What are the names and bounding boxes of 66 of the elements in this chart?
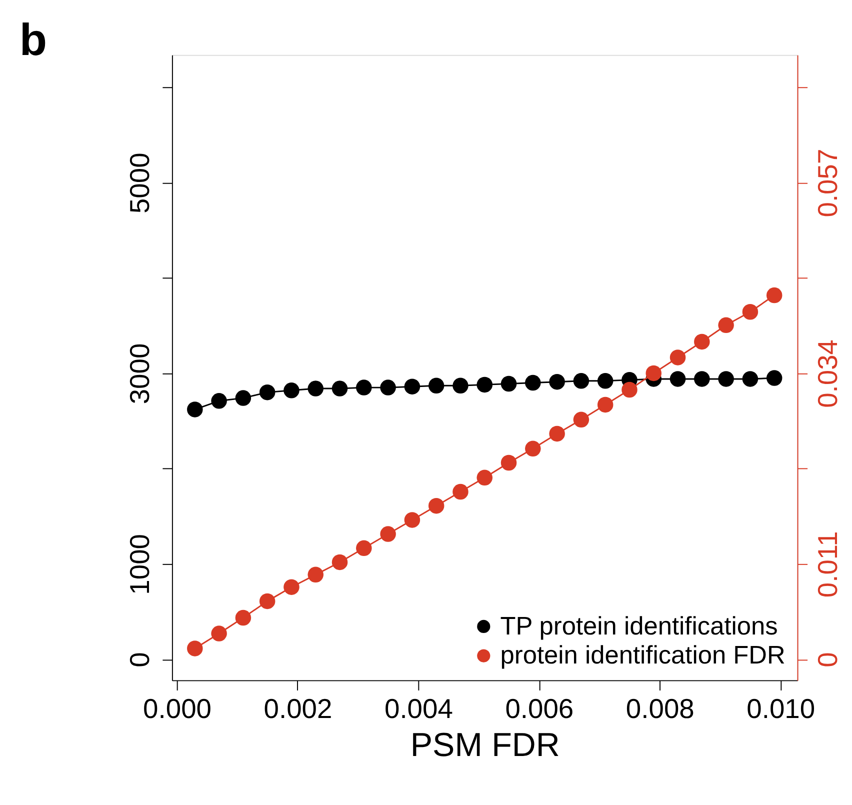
x-tick-label: 0.006 <box>505 692 574 724</box>
point <box>187 402 203 418</box>
point <box>452 484 468 500</box>
y-tick-label: 0 <box>124 652 155 668</box>
point <box>573 373 590 389</box>
x-tick-label: 0.004 <box>384 692 453 724</box>
y2-tick-label: 0.011 <box>812 531 843 598</box>
x-tick-label: 0.002 <box>264 692 332 724</box>
point <box>597 373 614 389</box>
point <box>332 380 348 396</box>
point <box>694 334 710 350</box>
point <box>718 317 734 333</box>
legend-label: protein identification FDR <box>500 642 786 670</box>
point <box>284 579 300 595</box>
point <box>259 384 276 400</box>
point <box>476 470 492 486</box>
x-tick-label: 0.000 <box>143 692 212 724</box>
point <box>549 426 565 442</box>
point <box>549 374 565 390</box>
point <box>380 526 396 542</box>
point <box>211 626 227 642</box>
point <box>356 380 372 396</box>
point <box>742 371 758 387</box>
y2-tick-label: 0 <box>812 652 843 668</box>
point <box>404 378 420 394</box>
y-tick-label: 5000 <box>124 152 155 214</box>
point <box>646 365 662 382</box>
x-tick-label: 0.010 <box>746 692 816 724</box>
point <box>428 498 444 514</box>
point <box>670 371 686 387</box>
point <box>404 512 420 528</box>
point <box>235 390 252 406</box>
y2-tick-label: 0.057 <box>812 148 843 218</box>
point <box>525 374 541 391</box>
point <box>500 376 517 392</box>
point <box>670 350 686 366</box>
y-tick-label: 3000 <box>124 343 155 404</box>
point <box>428 378 444 394</box>
point <box>356 540 372 556</box>
point <box>476 376 492 393</box>
point <box>573 412 590 428</box>
chart-title: b <box>20 14 47 65</box>
point <box>284 382 300 398</box>
point <box>766 370 782 386</box>
point <box>211 393 227 409</box>
x-axis-title: PSM FDR <box>410 726 560 764</box>
point <box>308 566 324 583</box>
point <box>597 396 614 413</box>
point <box>259 593 276 610</box>
point <box>332 554 348 570</box>
point <box>742 304 758 320</box>
y-tick-label: 1000 <box>124 534 155 595</box>
x-tick-label: 0.008 <box>626 692 694 724</box>
point <box>500 454 517 471</box>
point <box>308 380 324 396</box>
point <box>694 371 710 387</box>
point <box>380 380 396 396</box>
point <box>718 371 734 387</box>
point <box>525 440 541 457</box>
point <box>622 382 638 398</box>
point <box>452 378 468 394</box>
point <box>235 610 252 626</box>
point <box>187 640 203 656</box>
legend-label: TP protein identifications <box>500 612 778 640</box>
point <box>766 287 782 304</box>
y2-tick-label: 0.034 <box>812 339 843 408</box>
